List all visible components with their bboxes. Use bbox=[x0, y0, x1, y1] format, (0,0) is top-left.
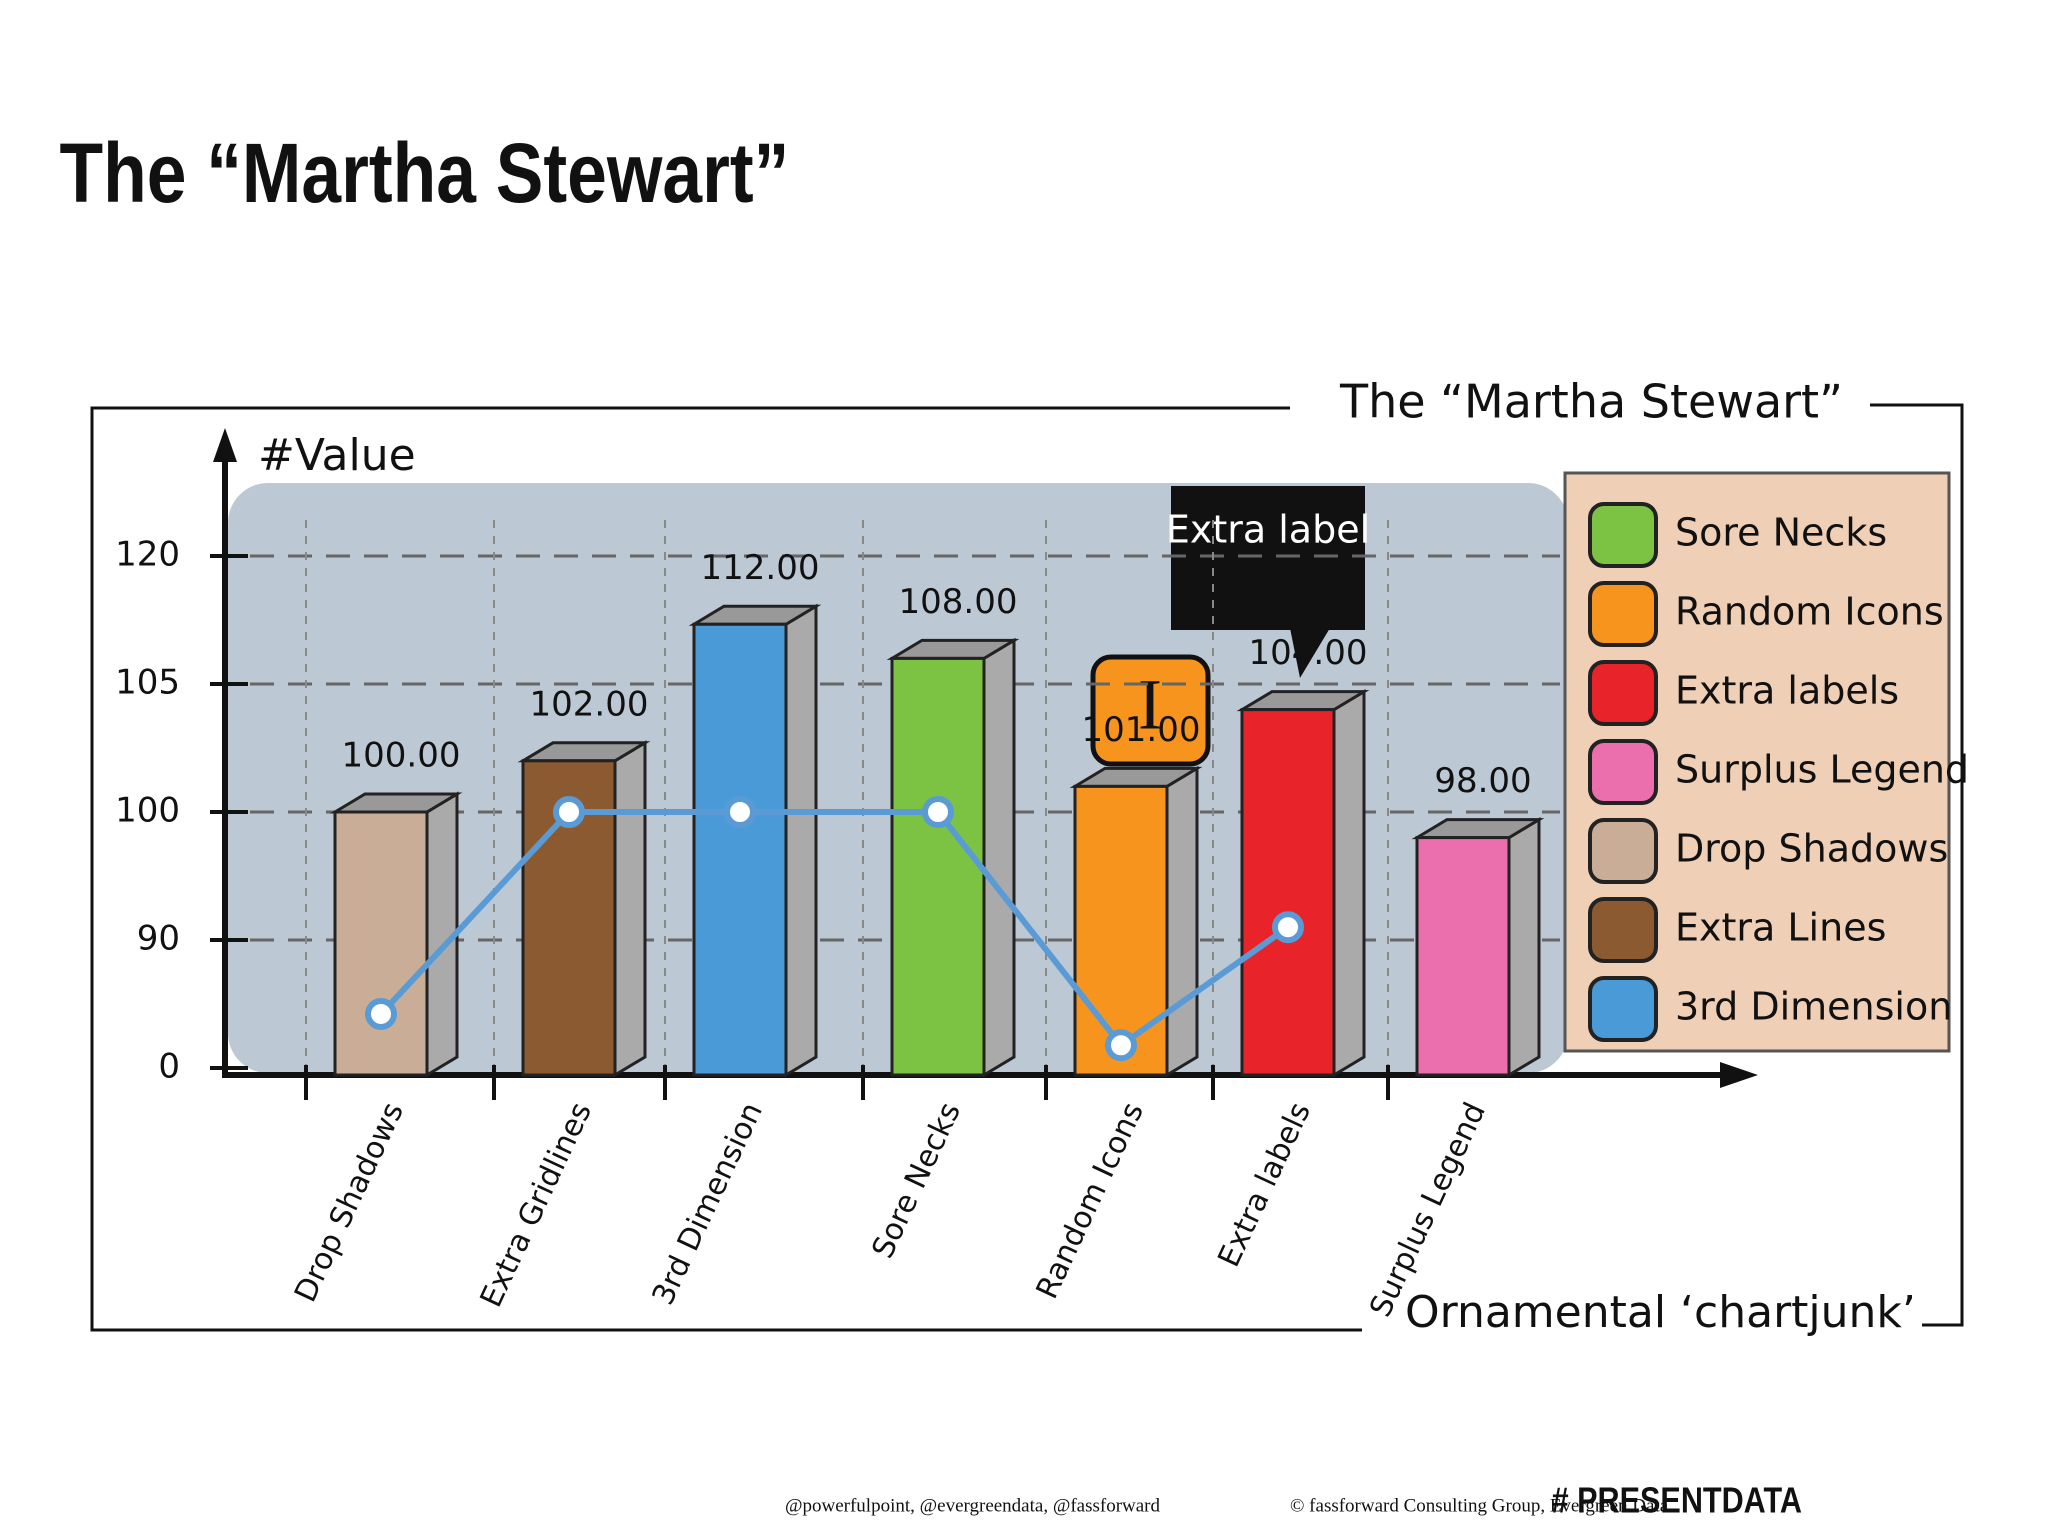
caption: Ornamental ‘chartjunk’ bbox=[1405, 1287, 1916, 1338]
footer-tag: # PRESENTDATA bbox=[1552, 1481, 1802, 1521]
bar bbox=[1415, 836, 1511, 1077]
line-series bbox=[378, 809, 1290, 1050]
bar-group bbox=[517, 740, 651, 1078]
legend-label: Random Icons bbox=[1675, 590, 1944, 634]
footer-handles: @powerfulpoint, @evergreendata, @fassfor… bbox=[785, 1495, 1161, 1516]
bar-side bbox=[1507, 816, 1541, 1078]
bar bbox=[333, 810, 429, 1077]
line-point bbox=[1272, 911, 1304, 944]
x-tick-label: Extra Gridlines bbox=[474, 1097, 599, 1313]
bar-side bbox=[784, 603, 818, 1078]
legend-swatch bbox=[1588, 581, 1658, 647]
bar bbox=[890, 656, 986, 1077]
x-tick-label: Sore Necks bbox=[865, 1097, 967, 1264]
line-point bbox=[724, 796, 756, 828]
x-tick-label: Random Icons bbox=[1030, 1097, 1151, 1304]
line-point bbox=[365, 997, 397, 1030]
legend-swatch bbox=[1588, 818, 1658, 884]
legend-label: Sore Necks bbox=[1675, 511, 1887, 555]
x-tick-label: Extra labels bbox=[1211, 1097, 1317, 1272]
x-tick-label: Drop Shadows bbox=[288, 1097, 411, 1307]
footer-copyright: © fassforward Consulting Group, Evergree… bbox=[1290, 1495, 1669, 1516]
bar-group bbox=[1411, 816, 1545, 1078]
callout-pointer bbox=[1290, 628, 1330, 678]
x-tick-label: 3rd Dimension bbox=[646, 1097, 770, 1310]
bar-group bbox=[329, 791, 463, 1078]
bar-side bbox=[982, 637, 1016, 1078]
legend-swatch bbox=[1588, 976, 1658, 1042]
value-label: 112.00 bbox=[701, 548, 820, 588]
value-label: 100.00 bbox=[342, 736, 461, 776]
legend-label: Extra Lines bbox=[1675, 906, 1886, 950]
axis-arrow bbox=[213, 428, 237, 462]
line-point bbox=[922, 796, 954, 828]
bar-group bbox=[1069, 765, 1203, 1078]
y-axis-label: #Value bbox=[258, 430, 416, 481]
bar-group bbox=[688, 603, 822, 1078]
y-tick-label: 100 bbox=[115, 791, 180, 831]
bar-side bbox=[613, 740, 647, 1078]
legend-swatch bbox=[1588, 660, 1658, 726]
legend-label: Drop Shadows bbox=[1675, 827, 1948, 871]
callout-box bbox=[1171, 486, 1365, 630]
legend-swatch bbox=[1588, 897, 1658, 963]
y-tick-label: 0 bbox=[158, 1047, 180, 1087]
chart-title: The “Martha Stewart” bbox=[1339, 375, 1843, 429]
bar-side bbox=[1165, 765, 1199, 1078]
legend-label: Surplus Legend bbox=[1675, 748, 1969, 792]
callout-text: Extra label bbox=[1166, 508, 1370, 552]
value-label: 104.00 bbox=[1249, 633, 1368, 673]
bar-group bbox=[1236, 688, 1370, 1078]
axis-arrow bbox=[1720, 1062, 1758, 1088]
legend-swatch bbox=[1588, 502, 1658, 568]
line-point bbox=[553, 796, 585, 828]
legend-swatch bbox=[1588, 739, 1658, 805]
bar-group bbox=[886, 637, 1020, 1078]
y-tick-label: 90 bbox=[137, 919, 180, 959]
value-label: 102.00 bbox=[530, 684, 649, 724]
legend-label: Extra labels bbox=[1675, 669, 1899, 713]
y-tick-label: 120 bbox=[115, 535, 180, 575]
bar bbox=[692, 622, 788, 1077]
legend-label: 3rd Dimension bbox=[1675, 985, 1952, 1029]
value-label: 108.00 bbox=[899, 582, 1018, 622]
bar bbox=[1240, 708, 1336, 1077]
slide-title: The “Martha Stewart” bbox=[60, 126, 790, 221]
frame bbox=[90, 406, 1362, 1332]
y-tick-label: 105 bbox=[115, 663, 180, 703]
bar-side bbox=[1332, 688, 1366, 1078]
line-point bbox=[1105, 1029, 1137, 1062]
value-label: 98.00 bbox=[1434, 761, 1531, 801]
frame bbox=[1870, 403, 1964, 1327]
value-label: 101.00 bbox=[1082, 710, 1201, 750]
